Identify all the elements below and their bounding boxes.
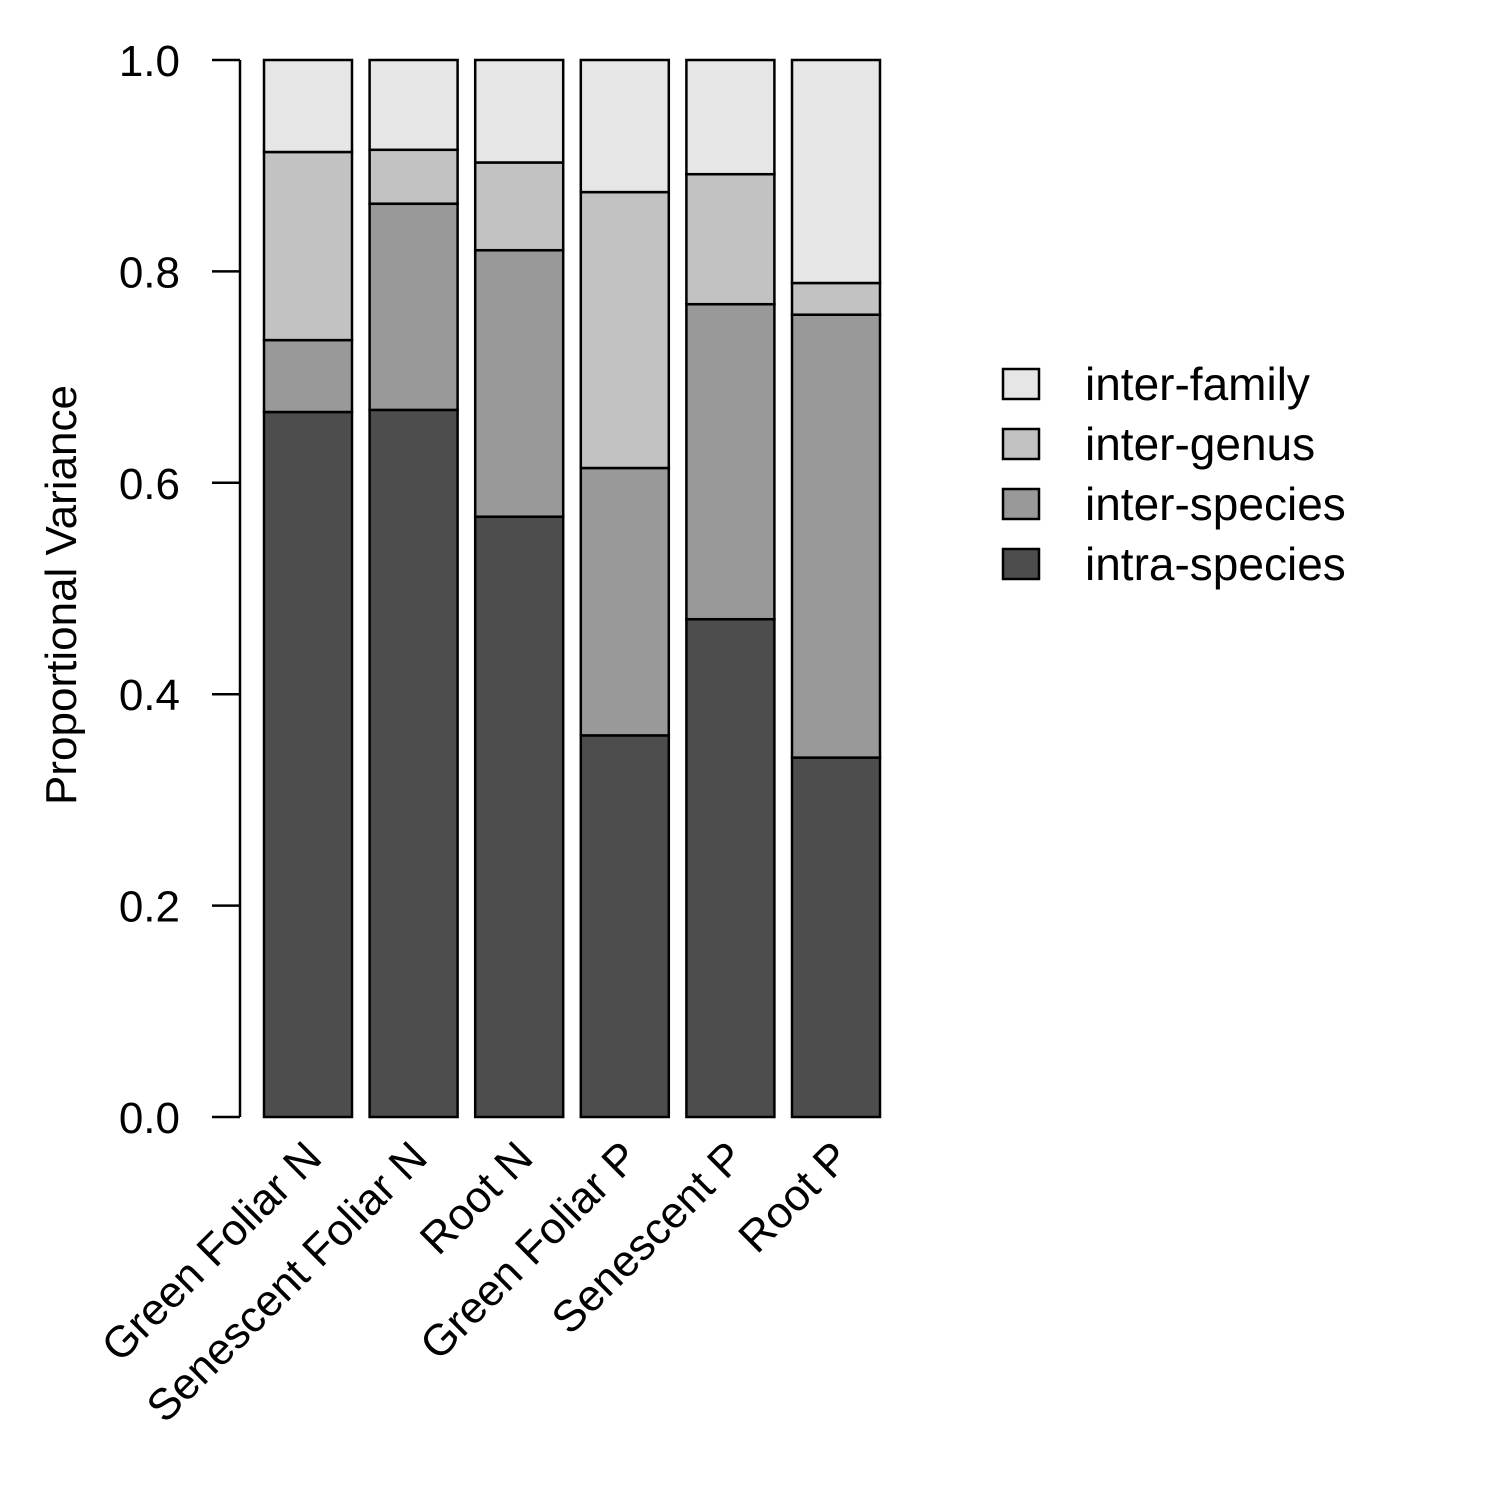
bar-segment-inter-genus (473, 161, 565, 252)
bar-segment-inter-genus (685, 172, 776, 306)
bar-segment-inter-genus (790, 281, 882, 316)
y-axis-title: Proportional Variance (37, 385, 86, 805)
y-tick-label: 0.6 (119, 460, 180, 509)
bars-layer (262, 58, 882, 1119)
bar-segment-inter-species (685, 302, 776, 621)
y-tick-label: 0.8 (119, 248, 180, 297)
bar-segment-intra-species (473, 515, 565, 1119)
bar-segment-inter-genus (368, 148, 459, 205)
bar-segment-inter-genus (579, 190, 671, 470)
bar-segment-inter-family (790, 58, 882, 285)
bar-segment-intra-species (368, 408, 459, 1119)
legend: inter-family inter-genus inter-species intr… (1001, 358, 1346, 590)
bar-segment-inter-species (579, 466, 671, 737)
bar-segment-inter-family (579, 58, 671, 194)
bar-segment-inter-family (368, 58, 459, 152)
bar-segment-intra-species (685, 617, 776, 1119)
y-tick-label: 1.0 (119, 37, 180, 86)
legend-swatch-inter-genus (1001, 427, 1041, 461)
legend-label: inter-genus (1085, 418, 1315, 470)
bar-segment-inter-family (262, 58, 354, 154)
legend-swatch-inter-family (1001, 367, 1041, 401)
bar-segment-inter-species (368, 202, 459, 412)
bar-segment-inter-family (685, 58, 776, 176)
legend-label: inter-species (1085, 478, 1346, 530)
bar-segment-inter-genus (262, 150, 354, 342)
legend-label: inter-family (1085, 358, 1310, 410)
y-axis: 0.0 0.2 0.4 0.6 0.8 1.0 (119, 37, 242, 1143)
bar-segment-inter-family (473, 58, 565, 164)
x-category-label: Root P (729, 1132, 859, 1262)
bar-segment-inter-species (262, 338, 354, 414)
legend-label: intra-species (1085, 538, 1346, 590)
y-tick-label: 0.4 (119, 671, 180, 720)
legend-swatch-intra-species (1001, 547, 1041, 581)
legend-swatch-inter-species (1001, 487, 1041, 521)
y-tick-label: 0.2 (119, 883, 180, 932)
bar-segment-inter-species (790, 313, 882, 759)
y-tick-label: 0.0 (119, 1094, 180, 1143)
bar-segment-intra-species (579, 734, 671, 1119)
bar-segment-inter-species (473, 249, 565, 518)
bar-segment-intra-species (262, 410, 354, 1119)
bar-segment-intra-species (790, 756, 882, 1119)
